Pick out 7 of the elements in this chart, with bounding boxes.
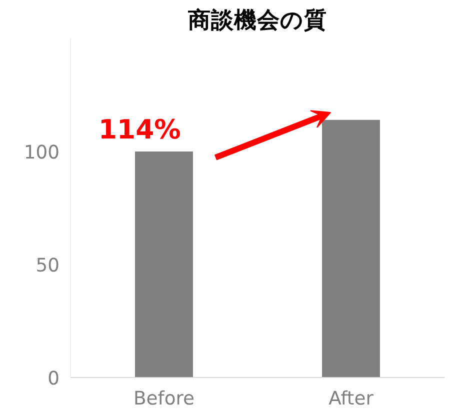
y-tick-label: 0 xyxy=(48,368,60,390)
y-tick-label: 50 xyxy=(36,256,60,276)
x-tick-label: Before xyxy=(134,388,194,410)
annotation: 114% xyxy=(98,114,181,146)
y-tick-label: 100 xyxy=(24,142,60,164)
chart-title: 商談機会の質 xyxy=(187,6,327,34)
x-tick-label: After xyxy=(328,388,374,410)
